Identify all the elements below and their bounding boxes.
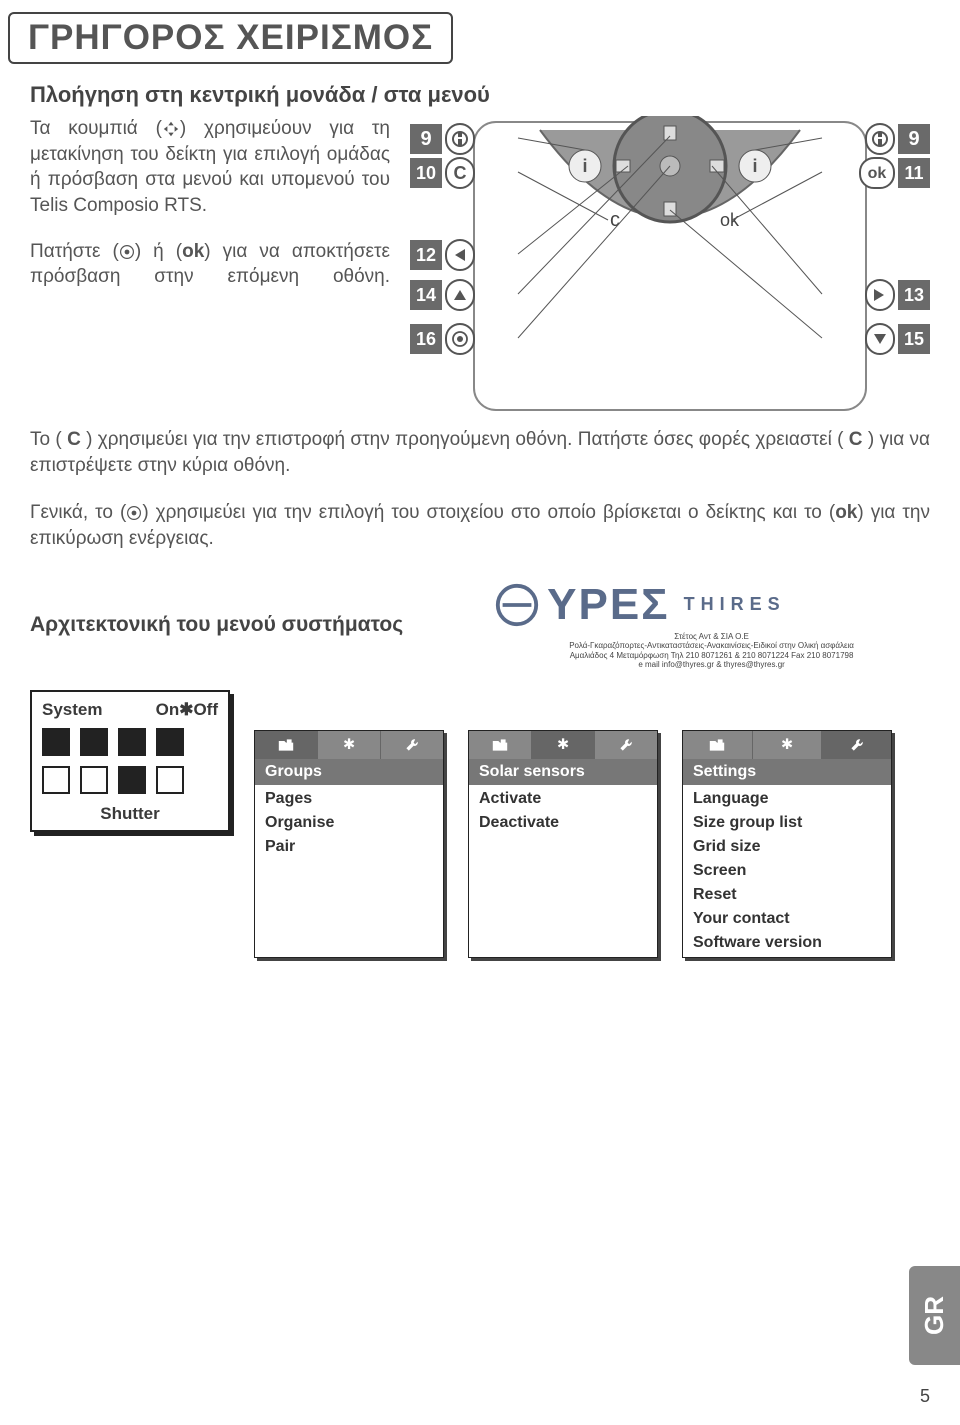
label-14: 14	[416, 285, 436, 305]
label-12: 12	[416, 245, 436, 265]
target-icon	[126, 505, 142, 521]
grid-square	[156, 766, 184, 794]
nav-para-3: Το ( C ) χρησιμεύει για την επιστροφή στ…	[30, 427, 930, 478]
menu-item[interactable]: Activate	[469, 787, 657, 811]
svg-text:C: C	[454, 163, 467, 183]
page-title: ΓΡΗΓΟΡΟΣ ΧΕΙΡΙΣΜΟΣ	[8, 12, 453, 64]
wrench-icon[interactable]	[595, 731, 657, 759]
shutter-label: Shutter	[42, 804, 218, 824]
logo-block: ΥΡΕΣ THIRES Στέτος Αντ & ΣΙΑ Ο.Ε Ρολά-Γκ…	[433, 580, 930, 670]
label-11: 11	[904, 163, 923, 183]
target-icon	[119, 244, 135, 260]
menu-item[interactable]: Organise	[255, 811, 443, 835]
menu-item[interactable]: Size group list	[683, 811, 891, 835]
device-ok-label: ok	[720, 210, 740, 230]
label-15: 15	[904, 329, 924, 349]
grid-square	[42, 728, 70, 756]
svg-text:i: i	[582, 156, 587, 176]
folder-icon[interactable]	[683, 731, 753, 759]
svg-text:✱: ✱	[557, 737, 569, 753]
label-13: 13	[904, 285, 924, 305]
menu-item[interactable]: Software version	[683, 931, 891, 955]
menu-item[interactable]: Pages	[255, 787, 443, 811]
menu-card: ✱ SettingsLanguageSize group listGrid siz…	[682, 730, 892, 958]
grid-square	[118, 728, 146, 756]
menu-header: Groups	[255, 759, 443, 785]
theta-icon	[493, 581, 541, 629]
system-panel: System On✱Off Shutter	[30, 690, 230, 832]
menu-item[interactable]: Pair	[255, 835, 443, 859]
menu-card: ✱ Solar sensorsActivateDeactivate	[468, 730, 658, 958]
nav-para-1: Τα κουμπιά () χρησιμεύουν για τη μετακίν…	[30, 116, 390, 219]
nav-para-4: Γενικά, το () χρησιμεύει για την επιλογή…	[30, 500, 930, 551]
svg-text:✱: ✱	[343, 737, 355, 753]
menu-header: Solar sensors	[469, 759, 657, 785]
lang-tab: GR	[909, 1266, 960, 1365]
grid-square	[156, 728, 184, 756]
wrench-icon[interactable]	[381, 731, 443, 759]
menu-item[interactable]: Language	[683, 787, 891, 811]
wrench-icon[interactable]	[822, 731, 891, 759]
nav-heading: Πλοήγηση στη κεντρική μονάδα / στα μενού	[30, 82, 930, 108]
label-10: 10	[416, 163, 436, 183]
svg-text:i: i	[752, 156, 757, 176]
folder-icon[interactable]	[469, 731, 532, 759]
grid-square	[80, 766, 108, 794]
nav-para-2: Πατήστε () ή (ok) για να αποκτήσετε πρόσ…	[30, 239, 390, 290]
svg-text:ok: ok	[868, 165, 887, 182]
onoff-label: On✱Off	[156, 700, 218, 720]
sun-icon[interactable]: ✱	[532, 731, 595, 759]
label-9b: 9	[908, 128, 919, 150]
sun-icon[interactable]: ✱	[318, 731, 381, 759]
menu-item[interactable]: Reset	[683, 883, 891, 907]
menu-item[interactable]: Your contact	[683, 907, 891, 931]
label-9a: 9	[420, 128, 431, 150]
sun-icon[interactable]: ✱	[753, 731, 823, 759]
system-grid	[42, 728, 218, 794]
menu-item[interactable]: Grid size	[683, 835, 891, 859]
menu-item[interactable]: Deactivate	[469, 811, 657, 835]
dpad-icon	[162, 120, 180, 138]
device-diagram: i i c ok 9 10 C	[410, 116, 930, 416]
grid-square	[80, 728, 108, 756]
grid-square	[118, 766, 146, 794]
arch-heading: Αρχιτεκτονική του μενού συστήματος	[30, 613, 403, 637]
svg-text:✱: ✱	[781, 737, 793, 753]
page-number: 5	[920, 1386, 930, 1407]
menu-header: Settings	[683, 759, 891, 785]
label-16: 16	[416, 329, 436, 349]
system-label: System	[42, 700, 102, 720]
menu-card: ✱ GroupsPagesOrganisePair	[254, 730, 444, 958]
folder-icon[interactable]	[255, 731, 318, 759]
grid-square	[42, 766, 70, 794]
menu-item[interactable]: Screen	[683, 859, 891, 883]
